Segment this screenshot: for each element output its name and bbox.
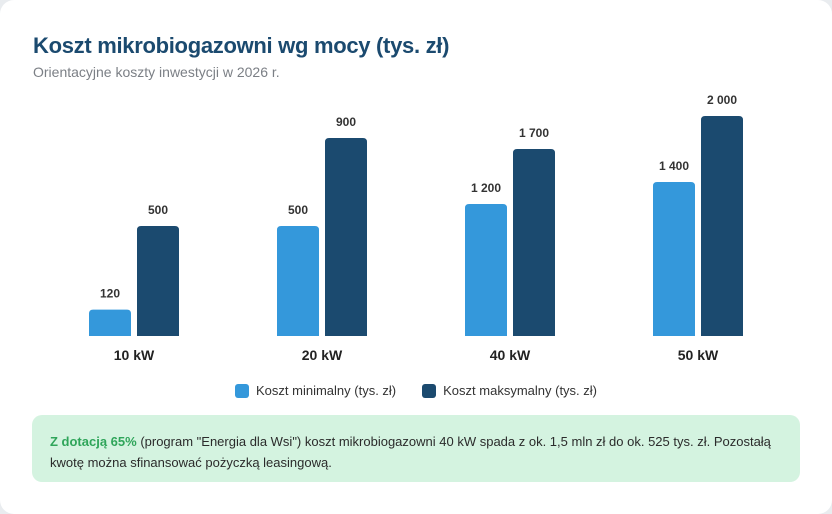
x-tick-label: 20 kW [302,347,343,363]
bar-min[interactable] [89,309,131,336]
bar-min[interactable] [653,182,695,336]
bar-max[interactable] [701,116,743,336]
legend-swatch-min [235,383,249,398]
chart-subtitle: Orientacyjne koszty inwestycji w 2026 r. [33,64,280,80]
data-label: 1 700 [519,126,549,140]
legend-label-max: Koszt maksymalny (tys. zł) [443,383,597,398]
legend-item-max[interactable]: Koszt maksymalny (tys. zł) [422,383,597,398]
data-label: 120 [100,287,120,301]
data-label: 900 [336,115,356,129]
x-tick-label: 40 kW [490,347,531,363]
data-label: 2 000 [707,93,737,107]
bar-max[interactable] [513,149,555,336]
legend: Koszt minimalny (tys. zł) Koszt maksymal… [0,383,832,398]
legend-label-min: Koszt minimalny (tys. zł) [256,383,397,398]
legend-swatch-max [422,383,437,398]
data-label: 1 400 [659,159,689,173]
bar-chart: 120 500 10 kW 500 900 20 kW 1 200 1 700 40 kW 1 4… [89,93,743,363]
chart-title: Koszt mikrobiogazowni wg mocy (tys. zł) [33,33,450,58]
legend-item-min[interactable]: Koszt minimalny (tys. zł) [235,383,396,398]
note-text: (program "Energia dla Wsi") koszt mikrob… [50,434,771,470]
note-highlight: Z dotacją 65% [50,434,137,449]
bar-max[interactable] [137,226,179,336]
subsidy-note: Z dotacją 65% (program "Energia dla Wsi"… [32,415,800,482]
x-tick-label: 50 kW [678,347,719,363]
x-tick-label: 10 kW [114,347,155,363]
bar-min[interactable] [465,204,507,336]
data-label: 500 [148,203,168,217]
data-label: 1 200 [471,181,501,195]
bar-min[interactable] [277,226,319,336]
data-label: 500 [288,203,308,217]
bar-max[interactable] [325,138,367,336]
